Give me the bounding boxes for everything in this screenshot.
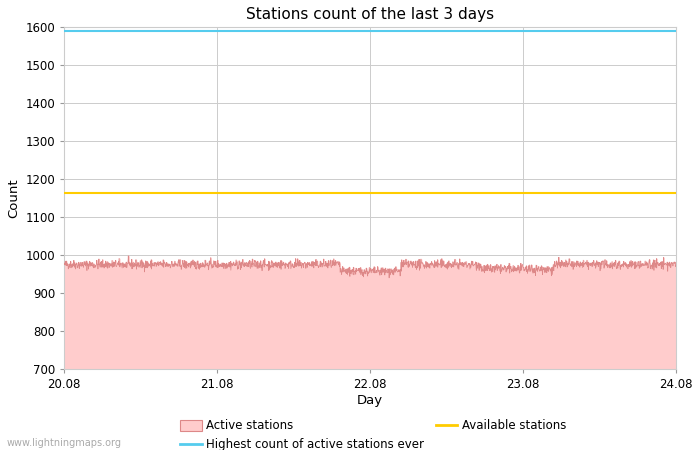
Y-axis label: Count: Count: [7, 178, 20, 218]
X-axis label: Day: Day: [357, 394, 384, 407]
Title: Stations count of the last 3 days: Stations count of the last 3 days: [246, 7, 494, 22]
Legend: Active stations, Highest count of active stations ever, Available stations: Active stations, Highest count of active…: [181, 419, 566, 450]
Text: www.lightningmaps.org: www.lightningmaps.org: [7, 438, 122, 448]
